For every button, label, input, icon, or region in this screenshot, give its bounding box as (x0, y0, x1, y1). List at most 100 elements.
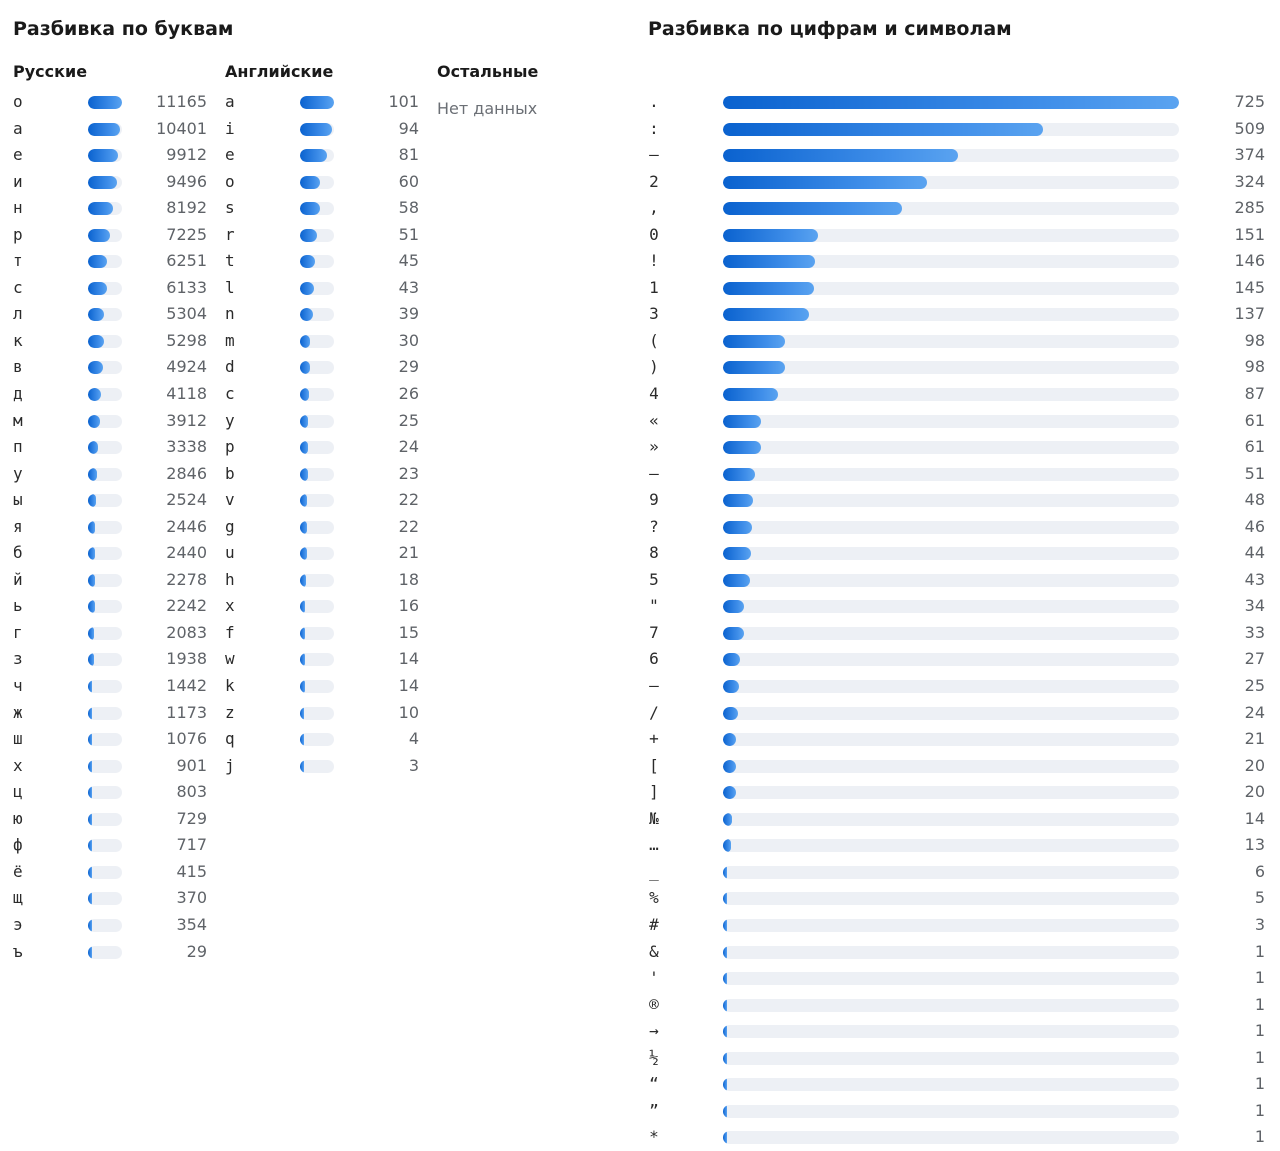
frequency-count: 10401 (156, 118, 207, 138)
frequency-count: 6251 (166, 251, 207, 271)
english-column-heading: Английские (225, 62, 334, 81)
character-label: 7 (649, 622, 659, 642)
frequency-count: 23 (398, 463, 419, 483)
frequency-bar-fill (300, 388, 309, 402)
frequency-bar-fill (723, 892, 727, 906)
frequency-bar-fill (88, 786, 92, 800)
character-label: ф (13, 835, 23, 855)
frequency-row: ] 20 (648, 779, 1268, 806)
frequency-bar-fill (300, 733, 304, 747)
frequency-bar-fill (300, 175, 321, 189)
frequency-row: я 2446 (13, 514, 213, 541)
frequency-count: 1 (1254, 1047, 1265, 1067)
frequency-bar-track (300, 281, 334, 295)
character-label: – (649, 145, 659, 165)
character-label: о (13, 92, 23, 111)
frequency-bar-track (723, 706, 1179, 720)
frequency-bar-track (723, 733, 1179, 747)
frequency-count: 14 (398, 649, 419, 669)
frequency-count: 7225 (166, 224, 207, 244)
frequency-count: 20 (1244, 755, 1265, 775)
character-label: s (225, 198, 235, 218)
frequency-bar-track (300, 122, 334, 136)
frequency-bar-track (88, 680, 122, 694)
frequency-bar-fill (88, 334, 105, 348)
character-label: 9 (649, 490, 659, 510)
character-label: 0 (649, 224, 659, 244)
frequency-bar-fill (723, 1131, 727, 1145)
character-label: ю (13, 808, 23, 828)
frequency-bar-fill (723, 149, 959, 163)
character-label: р (13, 224, 23, 244)
frequency-bar-fill (300, 414, 309, 428)
character-label: ц (13, 782, 23, 802)
frequency-count: 43 (1244, 569, 1265, 589)
frequency-row: 5 43 (648, 567, 1268, 594)
frequency-bar-fill (723, 122, 1044, 136)
frequency-bar-fill (723, 680, 739, 694)
frequency-count: 60 (398, 171, 419, 191)
frequency-bar-track (723, 1025, 1179, 1039)
frequency-bar-fill (723, 812, 732, 826)
frequency-bar-fill (723, 918, 727, 932)
frequency-bar-fill (723, 202, 903, 216)
frequency-count: 98 (1244, 357, 1265, 377)
frequency-bar-track (723, 865, 1179, 879)
frequency-count: 15 (398, 622, 419, 642)
character-label: у (13, 463, 23, 483)
frequency-bar-fill (88, 361, 103, 375)
character-label: p (225, 437, 235, 457)
frequency-count: 87 (1244, 384, 1265, 404)
character-label: e (225, 145, 235, 165)
frequency-bar-track (88, 547, 122, 561)
frequency-bar-fill (300, 467, 308, 481)
frequency-count: 22 (398, 516, 419, 536)
frequency-count: 2440 (166, 543, 207, 563)
frequency-bar-fill (300, 520, 308, 534)
frequency-count: 18 (398, 569, 419, 589)
frequency-count: 21 (398, 543, 419, 563)
frequency-count: 1076 (166, 729, 207, 749)
frequency-bar-track (300, 175, 334, 189)
frequency-bar-track (723, 945, 1179, 959)
frequency-bar-fill (88, 680, 93, 694)
frequency-row: п 3338 (13, 434, 213, 461)
character-label: с (13, 277, 23, 297)
frequency-count: 20 (1244, 782, 1265, 802)
frequency-row: у 2846 (13, 461, 213, 488)
character-label: x (225, 596, 235, 616)
character-label: h (225, 569, 235, 589)
frequency-count: 2524 (166, 490, 207, 510)
frequency-bar-fill (88, 865, 92, 879)
frequency-bar-fill (723, 839, 732, 853)
frequency-bar-fill (88, 414, 100, 428)
frequency-bar-track (300, 600, 334, 614)
frequency-bar-fill (300, 653, 305, 667)
frequency-row: ч 1442 (13, 673, 213, 700)
frequency-bar-track (723, 892, 1179, 906)
frequency-count: 151 (1234, 224, 1265, 244)
frequency-row: — 25 (648, 673, 1268, 700)
character-label: b (225, 463, 235, 483)
character-label: k (225, 676, 235, 696)
frequency-row: 4 87 (648, 381, 1268, 408)
frequency-bar-fill (88, 945, 92, 959)
frequency-row: 1 145 (648, 275, 1268, 302)
frequency-bar-track (88, 96, 122, 109)
frequency-bar-track (88, 706, 122, 720)
character-label: l (225, 277, 235, 297)
frequency-bar-fill (88, 918, 92, 932)
character-label: 5 (649, 569, 659, 589)
frequency-bar-track (300, 626, 334, 640)
frequency-count: 2446 (166, 516, 207, 536)
frequency-row: _ 6 (648, 859, 1268, 886)
frequency-row: х 901 (13, 753, 213, 780)
frequency-bar-fill (88, 96, 122, 109)
frequency-bar-track (88, 228, 122, 242)
frequency-count: 374 (1234, 145, 1265, 165)
frequency-bar-track (723, 680, 1179, 694)
frequency-bar-fill (88, 388, 101, 402)
frequency-bar-track (88, 759, 122, 773)
frequency-count: 1 (1254, 968, 1265, 988)
